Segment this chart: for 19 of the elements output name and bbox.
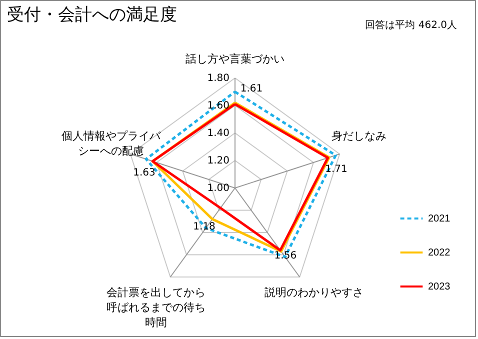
spoke-label: 身だしなみ: [331, 130, 386, 143]
legend-label: 2023: [428, 282, 451, 292]
chart-title: 受付・会計への満足度: [7, 5, 177, 25]
y-tick-label: 1.80: [207, 73, 230, 84]
data-label: 1.56: [274, 250, 297, 262]
y-tick-label: 1.20: [207, 156, 230, 166]
y-tick-label: 1.40: [207, 128, 230, 139]
data-label: 1.61: [240, 84, 263, 95]
spoke-label: 話し方や言葉づかい: [186, 52, 284, 66]
y-tick-label: 1.00: [207, 183, 230, 194]
legend-label: 2022: [428, 248, 451, 258]
legend-label: 2021: [428, 214, 451, 224]
spoke-label: 会計票を出してから呼ばれるまでの待ち時間: [106, 286, 206, 330]
data-label: 1.63: [133, 167, 156, 178]
spoke-label: 個人情報やプライバシーへの配慮: [62, 130, 162, 158]
text: 回答は平均 462.0人: [365, 19, 457, 31]
data-label: 1.18: [193, 222, 216, 233]
data-label: 1.71: [325, 164, 348, 175]
spoke-label: 説明のわかりやすさ: [264, 286, 364, 300]
